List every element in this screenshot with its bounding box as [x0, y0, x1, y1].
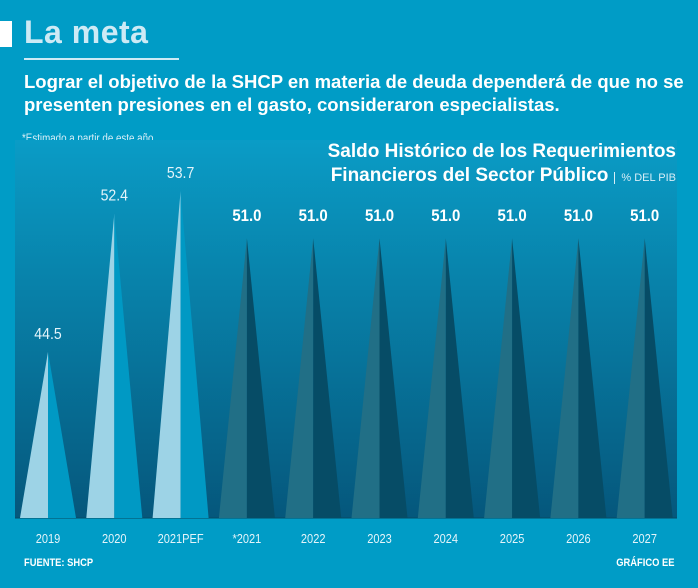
x-tick-label: *2021	[232, 531, 261, 546]
bar-left-1	[86, 213, 115, 519]
bar-right-6	[445, 238, 474, 518]
bar-right-0	[48, 351, 76, 518]
bar-left-2	[152, 191, 181, 518]
bar-left-3	[218, 238, 247, 518]
bar-right-9	[644, 238, 673, 518]
bar-right-1	[114, 213, 143, 519]
bar-right-2	[180, 191, 209, 518]
x-tick-label: 2024	[434, 531, 459, 546]
subtitle: Lograr el objetivo de la SHCP en materia…	[24, 71, 684, 115]
bar-left-9	[616, 238, 645, 518]
x-tick-label: 2025	[500, 531, 525, 546]
data-label: 51.0	[299, 207, 328, 225]
chart-title: Saldo Histórico de los Requerimientos Fi…	[328, 140, 676, 190]
bar-left-7	[484, 238, 513, 518]
bar-left-6	[417, 238, 446, 518]
bar-left-8	[550, 238, 579, 518]
chart-title-line1: Saldo Histórico de los Requerimientos	[327, 141, 676, 162]
title-underline	[24, 58, 179, 60]
source: FUENTE: SHCP	[24, 557, 94, 569]
x-tick-label: 2023	[367, 531, 392, 546]
bar-right-3	[246, 238, 275, 518]
chart-title-line2: Financieros del Sector Público	[330, 165, 609, 186]
bar-right-7	[512, 238, 541, 518]
data-label: 51.0	[564, 207, 593, 225]
unit-label: % DEL PIB	[614, 172, 676, 184]
credit: GRÁFICO EE	[615, 557, 674, 569]
data-label: 51.0	[365, 207, 394, 225]
bar-left-4	[285, 238, 314, 518]
x-tick-label: 2020	[102, 531, 127, 546]
data-label: 51.0	[498, 207, 527, 225]
x-tick-label: 2027	[632, 531, 657, 546]
data-label: 51.0	[630, 207, 659, 225]
bar-right-8	[578, 238, 607, 518]
bar-left-5	[351, 238, 380, 518]
data-label: 53.7	[167, 164, 194, 182]
data-label: 51.0	[232, 207, 261, 225]
bar-left-0	[20, 351, 48, 518]
x-tick-label: 2022	[301, 531, 326, 546]
data-label: 44.5	[34, 325, 61, 343]
data-label: 51.0	[431, 207, 460, 225]
bar-right-5	[379, 238, 408, 518]
x-tick-label: 2019	[36, 531, 61, 546]
bar-right-4	[313, 238, 342, 518]
data-label: 52.4	[101, 187, 128, 205]
title-marker	[0, 21, 12, 47]
x-tick-label: 2026	[566, 531, 591, 546]
x-tick-label: 2021PEF	[158, 531, 204, 546]
page-title: La meta	[24, 14, 149, 50]
